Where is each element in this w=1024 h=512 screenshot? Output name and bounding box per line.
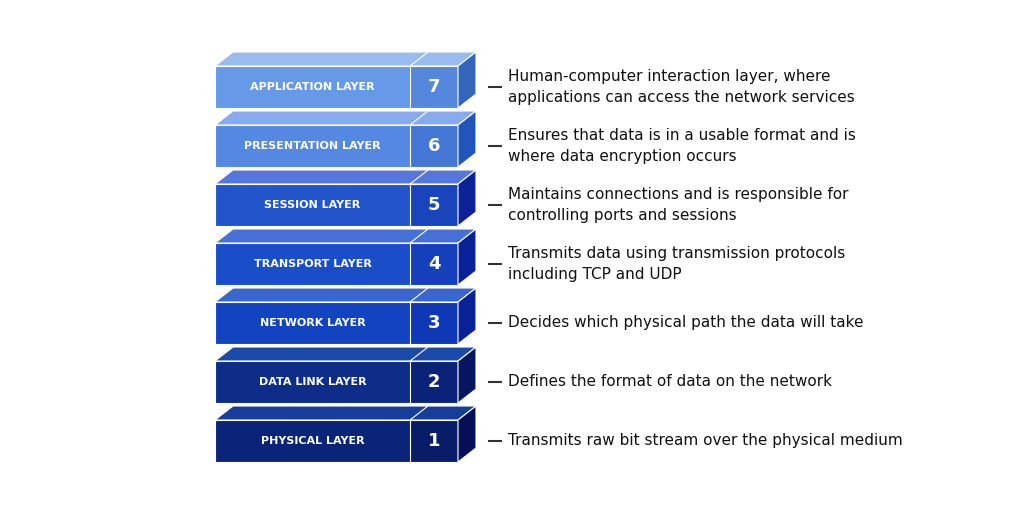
Polygon shape [410, 125, 458, 167]
Text: 3: 3 [428, 314, 440, 332]
Polygon shape [458, 229, 476, 285]
Polygon shape [410, 420, 458, 462]
Text: APPLICATION LAYER: APPLICATION LAYER [250, 82, 375, 92]
Polygon shape [458, 111, 476, 167]
Polygon shape [215, 66, 458, 108]
Text: DATA LINK LAYER: DATA LINK LAYER [259, 377, 367, 387]
Polygon shape [215, 361, 458, 403]
Polygon shape [458, 229, 476, 285]
Text: PRESENTATION LAYER: PRESENTATION LAYER [244, 141, 381, 151]
Polygon shape [458, 52, 476, 108]
Polygon shape [215, 302, 458, 344]
Polygon shape [215, 170, 476, 184]
Polygon shape [410, 184, 458, 226]
Polygon shape [410, 361, 458, 403]
Text: 1: 1 [428, 432, 440, 450]
Polygon shape [410, 111, 476, 125]
Polygon shape [215, 420, 458, 462]
Polygon shape [215, 406, 476, 420]
Polygon shape [458, 406, 476, 462]
Text: 2: 2 [428, 373, 440, 391]
Text: NETWORK LAYER: NETWORK LAYER [260, 318, 366, 328]
Polygon shape [458, 406, 476, 462]
Text: TRANSPORT LAYER: TRANSPORT LAYER [254, 259, 372, 269]
Polygon shape [215, 288, 476, 302]
Polygon shape [458, 170, 476, 226]
Polygon shape [215, 125, 458, 167]
Text: 6: 6 [428, 137, 440, 155]
Text: 4: 4 [428, 255, 440, 273]
Polygon shape [458, 288, 476, 344]
Polygon shape [458, 347, 476, 403]
Polygon shape [215, 243, 458, 285]
Polygon shape [215, 111, 476, 125]
Text: SESSION LAYER: SESSION LAYER [264, 200, 360, 210]
Polygon shape [410, 52, 476, 66]
Polygon shape [458, 111, 476, 167]
Polygon shape [215, 52, 476, 66]
Polygon shape [410, 229, 476, 243]
Polygon shape [215, 229, 476, 243]
Polygon shape [410, 170, 476, 184]
Polygon shape [215, 184, 458, 226]
Polygon shape [215, 347, 476, 361]
Polygon shape [410, 347, 476, 361]
Polygon shape [410, 302, 458, 344]
Polygon shape [410, 66, 458, 108]
Polygon shape [458, 288, 476, 344]
Text: 5: 5 [428, 196, 440, 214]
Text: Defines the format of data on the network: Defines the format of data on the networ… [508, 374, 831, 390]
Text: Maintains connections and is responsible for
controlling ports and sessions: Maintains connections and is responsible… [508, 187, 849, 223]
Polygon shape [458, 52, 476, 108]
Text: PHYSICAL LAYER: PHYSICAL LAYER [261, 436, 365, 446]
Text: Human-computer interaction layer, where
applications can access the network serv: Human-computer interaction layer, where … [508, 69, 855, 105]
Text: 7: 7 [428, 78, 440, 96]
Polygon shape [410, 288, 476, 302]
Polygon shape [458, 347, 476, 403]
Text: Decides which physical path the data will take: Decides which physical path the data wil… [508, 315, 863, 331]
Text: Ensures that data is in a usable format and is
where data encryption occurs: Ensures that data is in a usable format … [508, 127, 856, 164]
Polygon shape [410, 243, 458, 285]
Polygon shape [458, 170, 476, 226]
Polygon shape [410, 406, 476, 420]
Text: Transmits data using transmission protocols
including TCP and UDP: Transmits data using transmission protoc… [508, 246, 845, 282]
Text: Transmits raw bit stream over the physical medium: Transmits raw bit stream over the physic… [508, 434, 903, 449]
